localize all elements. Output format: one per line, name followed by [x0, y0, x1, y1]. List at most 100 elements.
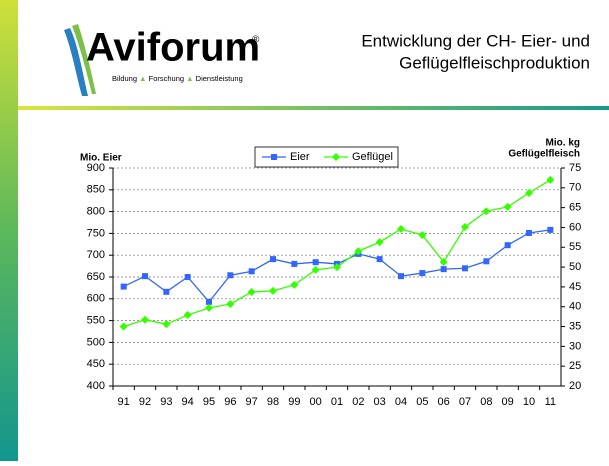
data-point — [184, 274, 191, 280]
data-point — [483, 258, 490, 265]
y-tick-label: 750 — [87, 227, 105, 239]
x-tick-label: 09 — [502, 396, 514, 408]
data-point — [247, 288, 256, 297]
y2-tick-label: 40 — [569, 301, 581, 313]
data-point — [162, 320, 171, 329]
y-axis-label: Mio. Eier — [80, 153, 122, 164]
data-point — [418, 230, 427, 239]
x-tick-label: 93 — [160, 396, 172, 408]
y-tick-label: 800 — [87, 206, 105, 218]
header-rule — [18, 106, 609, 110]
data-point — [141, 315, 149, 324]
y2-tick-label: 25 — [569, 360, 581, 372]
x-tick-label: 10 — [523, 396, 535, 408]
x-tick-label: 95 — [203, 396, 215, 408]
x-tick-label: 03 — [374, 396, 386, 408]
y2-tick-label: 60 — [569, 221, 581, 233]
data-point — [461, 223, 469, 232]
data-point — [226, 299, 235, 308]
title: Geflügelfleischproduktion — [399, 53, 590, 72]
data-point — [419, 270, 426, 277]
data-point — [119, 322, 128, 331]
x-tick-label: 91 — [118, 396, 130, 408]
data-point — [462, 265, 468, 272]
y-tick-label: 700 — [87, 249, 105, 261]
logo-mark: ® — [252, 35, 260, 46]
y2-tick-label: 35 — [569, 320, 581, 332]
x-tick-label: 00 — [310, 396, 322, 408]
x-tick-label: 97 — [246, 396, 258, 408]
data-point — [311, 265, 320, 274]
logo-swoosh — [72, 24, 96, 94]
x-tick-label: 94 — [182, 396, 194, 408]
data-point — [227, 272, 234, 279]
logo-name: Aviforum — [86, 26, 260, 70]
x-tick-label: 11 — [545, 396, 556, 408]
data-point — [397, 225, 405, 234]
y2-tick-label: 70 — [569, 182, 581, 194]
x-tick-label: 04 — [395, 396, 407, 408]
y-tick-label: 900 — [87, 162, 105, 174]
legend-marker — [332, 153, 340, 161]
x-tick-label: 99 — [288, 396, 300, 408]
x-tick-label: 08 — [480, 396, 492, 408]
data-point — [205, 303, 213, 312]
data-point — [333, 263, 341, 272]
y2-tick-label: 50 — [569, 261, 581, 273]
data-point — [482, 207, 491, 216]
x-tick-label: 01 — [331, 396, 343, 408]
x-tick-label: 96 — [224, 396, 236, 408]
data-point — [503, 202, 512, 211]
data-point — [142, 273, 148, 280]
data-point — [291, 260, 298, 267]
y-tick-label: 600 — [87, 293, 105, 305]
data-point — [312, 259, 319, 266]
side-bar — [0, 0, 18, 461]
y-tick-label: 850 — [87, 184, 105, 196]
y2-axis-label: Geflügelfleisch — [508, 149, 580, 160]
y2-tick-label: 45 — [569, 281, 581, 293]
x-tick-label: 92 — [139, 396, 151, 408]
title: Entwicklung der CH- Eier- und — [361, 31, 590, 50]
y2-tick-label: 75 — [569, 162, 581, 174]
data-point — [248, 268, 255, 275]
data-point — [398, 273, 404, 280]
x-tick-label: 07 — [459, 396, 471, 408]
x-tick-label: 02 — [352, 396, 364, 408]
data-point — [183, 311, 192, 320]
y2-tick-label: 65 — [569, 202, 581, 214]
data-point — [206, 298, 212, 305]
data-point — [163, 288, 170, 295]
data-point — [439, 257, 448, 266]
y2-tick-label: 55 — [569, 241, 581, 253]
logo-tagline: Bildung ▲ Forschung ▲ Dienstleistung — [112, 74, 243, 83]
legend-marker — [271, 154, 277, 160]
data-point — [120, 283, 127, 290]
data-point — [290, 280, 299, 289]
legend-label: Geflügel — [352, 151, 393, 163]
x-tick-label: 05 — [416, 396, 428, 408]
data-point — [525, 188, 533, 197]
y2-tick-label: 30 — [569, 340, 581, 352]
data-point — [546, 175, 555, 184]
data-point — [375, 238, 384, 247]
logo-swoosh — [64, 28, 88, 96]
y-tick-label: 500 — [87, 336, 105, 348]
x-tick-label: 06 — [438, 396, 450, 408]
data-point — [440, 266, 447, 273]
x-tick-label: 98 — [267, 396, 279, 408]
legend-label: Eier — [290, 151, 310, 163]
y2-axis-label: Mio. kg — [546, 138, 580, 149]
y-tick-label: 400 — [87, 380, 105, 392]
data-point — [547, 226, 554, 233]
y-tick-label: 550 — [87, 315, 105, 327]
data-point — [269, 286, 277, 295]
data-point — [354, 247, 363, 256]
data-point — [526, 229, 532, 236]
data-point — [376, 256, 383, 263]
y-tick-label: 450 — [87, 358, 105, 370]
data-point — [270, 256, 276, 263]
data-point — [504, 242, 511, 249]
